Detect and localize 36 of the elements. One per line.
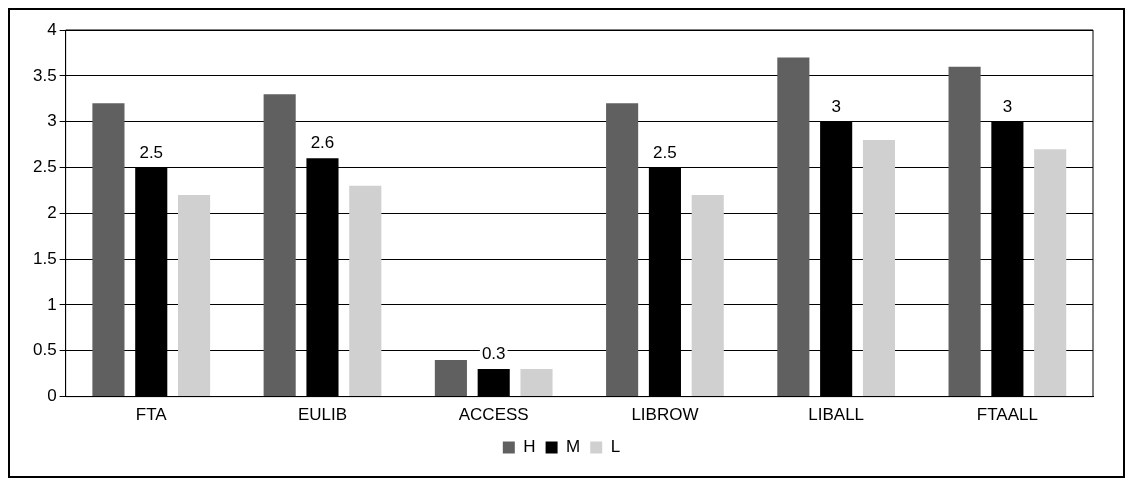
bar <box>520 369 553 397</box>
legend-label: H <box>523 437 536 457</box>
bar <box>606 103 639 397</box>
bar <box>92 103 125 397</box>
bar <box>349 185 382 397</box>
data-label: 0.3 <box>481 344 506 364</box>
bar <box>777 57 810 397</box>
y-tick-label: 0 <box>47 386 57 406</box>
x-tick-label: LIBROW <box>631 405 699 425</box>
bar <box>948 66 981 397</box>
bar <box>862 139 896 397</box>
data-label: 2.5 <box>653 142 677 162</box>
y-tick-label: 0.5 <box>32 340 57 360</box>
y-tick-label: 2 <box>47 202 57 222</box>
legend-label: M <box>566 437 581 457</box>
y-tick-label: 2.5 <box>32 157 57 177</box>
y-tick-label: 4 <box>47 19 57 39</box>
data-label: 2.5 <box>139 142 164 162</box>
bar <box>691 194 724 397</box>
bar <box>1034 149 1067 397</box>
data-label: 3 <box>831 96 841 116</box>
y-tick-label: 3.5 <box>32 65 57 85</box>
data-label: 3 <box>1002 96 1013 116</box>
y-tick-label: 1 <box>47 294 57 314</box>
x-tick-label: ACCESS <box>458 405 529 425</box>
x-tick-label: FTA <box>135 405 168 425</box>
x-tick-label: LIBALL <box>808 405 865 425</box>
y-tick-label: 1.5 <box>32 248 57 268</box>
x-tick-label: EULIB <box>297 405 348 425</box>
data-label: 2.6 <box>310 133 335 153</box>
y-tick-label: 3 <box>47 111 57 131</box>
bar <box>263 94 296 397</box>
x-tick-label: FTAALL <box>976 405 1038 425</box>
bar <box>434 359 467 397</box>
legend-label: L <box>610 437 621 457</box>
bar <box>178 194 211 397</box>
